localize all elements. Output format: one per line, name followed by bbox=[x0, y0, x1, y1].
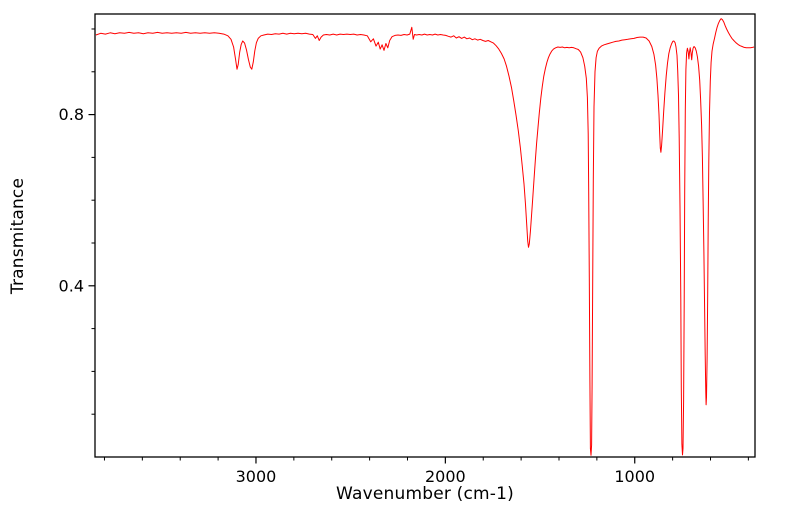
x-tick-label: 2000 bbox=[425, 467, 466, 486]
x-tick-label: 1000 bbox=[614, 467, 655, 486]
plot-frame bbox=[94, 13, 756, 458]
x-axis-label: Wavenumber (cm-1) bbox=[336, 484, 514, 504]
y-tick-label: 0.8 bbox=[59, 105, 84, 124]
x-tick-label: 3000 bbox=[236, 467, 277, 486]
y-tick-label: 0.4 bbox=[59, 276, 84, 295]
spectrum-line bbox=[95, 18, 755, 456]
y-axis-label: Transmitance bbox=[8, 177, 28, 295]
